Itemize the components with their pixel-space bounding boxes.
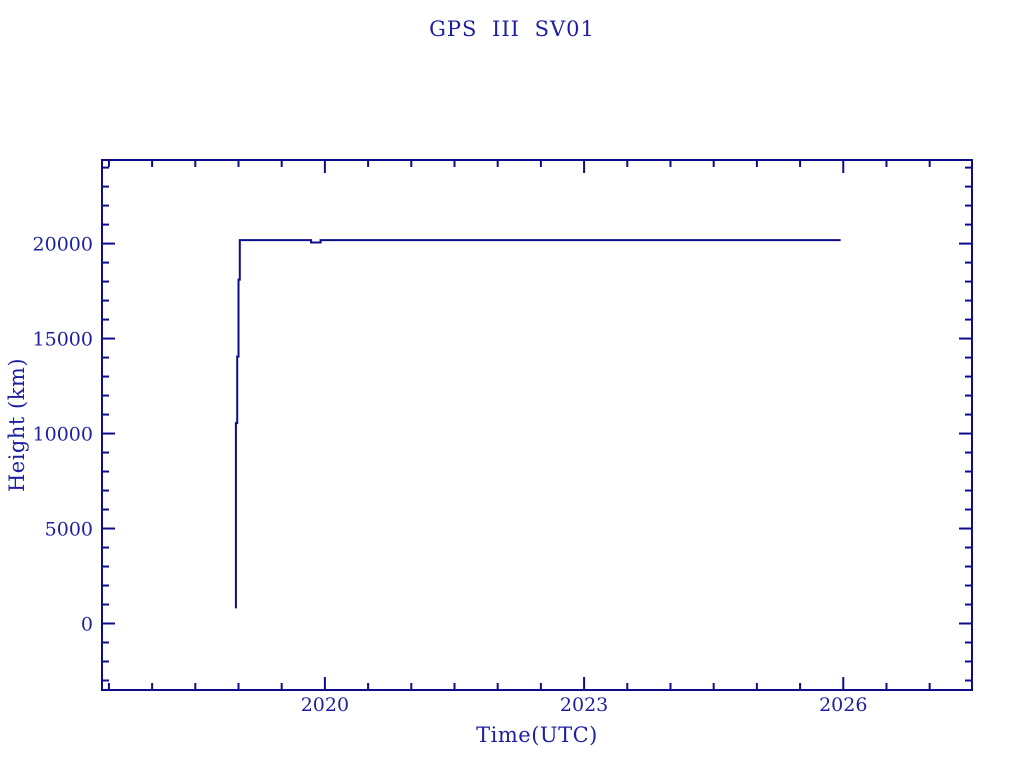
- y-tick-label: 20000: [33, 234, 93, 256]
- chart-title: GPS III SV01: [429, 17, 595, 41]
- y-tick-label: 15000: [33, 329, 93, 351]
- tick-labels: 2020 2023 2026 0 5000 10000 15000 20000: [33, 234, 868, 716]
- plot-frame: [101, 159, 973, 691]
- y-tick-label: 10000: [33, 424, 93, 446]
- y-tick-label: 0: [81, 614, 93, 636]
- axis-ticks: [102, 160, 972, 690]
- x-tick-label: 2026: [819, 694, 867, 716]
- x-tick-label: 2023: [560, 694, 608, 716]
- series-orbit-height-km: [234, 239, 841, 609]
- data-line: [234, 239, 841, 609]
- x-tick-label: 2020: [301, 694, 349, 716]
- y-tick-label: 5000: [45, 519, 93, 541]
- x-axis-label: Time(UTC): [476, 723, 598, 747]
- axes-box: [101, 159, 973, 691]
- y-axis-label: Height (km): [5, 358, 29, 492]
